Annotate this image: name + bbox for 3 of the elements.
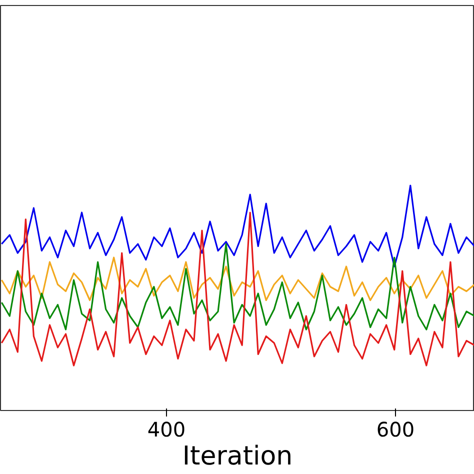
- x-tick-label: 400: [147, 418, 186, 442]
- x-tick-label: 600: [376, 418, 415, 442]
- x-axis-title: Iteration: [182, 442, 293, 472]
